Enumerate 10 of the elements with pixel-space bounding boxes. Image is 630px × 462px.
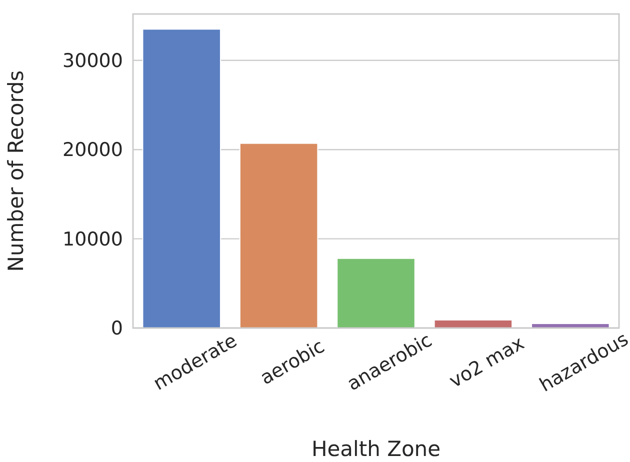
y-tick-label: 10000 <box>62 228 123 250</box>
y-tick-label: 30000 <box>62 50 123 72</box>
y-tick-label: 0 <box>110 318 123 340</box>
y-tick-label: 20000 <box>62 139 123 162</box>
y-axis-title: Number of Records <box>4 70 28 272</box>
x-tick-label: vo2 max <box>446 332 528 392</box>
bar <box>142 28 221 328</box>
x-axis-title: Health Zone <box>311 437 441 461</box>
bar <box>336 258 416 328</box>
bar <box>239 142 318 328</box>
